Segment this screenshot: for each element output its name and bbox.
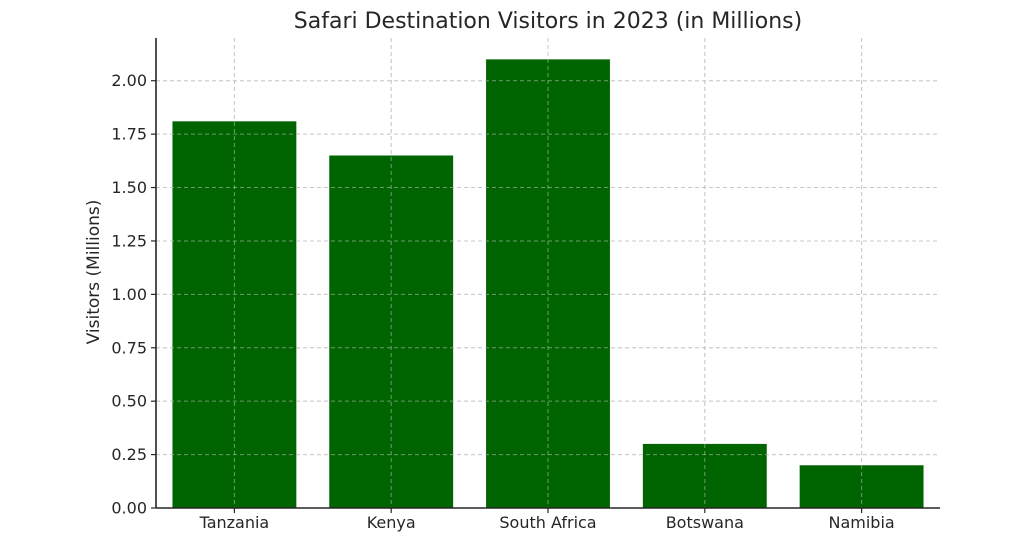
x-tick-labels: Tanzania Kenya South Africa Botswana Namibia — [199, 508, 895, 532]
y-tick-labels: 0.00 0.25 0.50 0.75 1.00 1.25 1.50 1.75 2.00 — [111, 71, 156, 518]
y-tick-label: 2.00 — [111, 71, 147, 90]
x-tick-label: Kenya — [367, 513, 416, 532]
y-tick-label: 0.00 — [111, 499, 147, 518]
y-axis-label: Visitors (Millions) — [84, 200, 104, 345]
y-tick-label: 1.50 — [111, 178, 147, 197]
y-tick-label: 0.25 — [111, 445, 147, 464]
chart-title: Safari Destination Visitors in 2023 (in … — [294, 9, 802, 34]
x-tick-label: Botswana — [666, 513, 744, 532]
y-tick-label: 1.75 — [111, 125, 147, 144]
bars-layer — [156, 38, 940, 509]
y-tick-label: 0.50 — [111, 392, 147, 411]
y-tick-label: 0.75 — [111, 338, 147, 357]
x-tick-label: South Africa — [499, 513, 596, 532]
x-tick-label: Tanzania — [199, 513, 270, 532]
x-tick-label: Namibia — [828, 513, 894, 532]
y-tick-label: 1.25 — [111, 231, 147, 250]
y-tick-label: 1.00 — [111, 285, 147, 304]
